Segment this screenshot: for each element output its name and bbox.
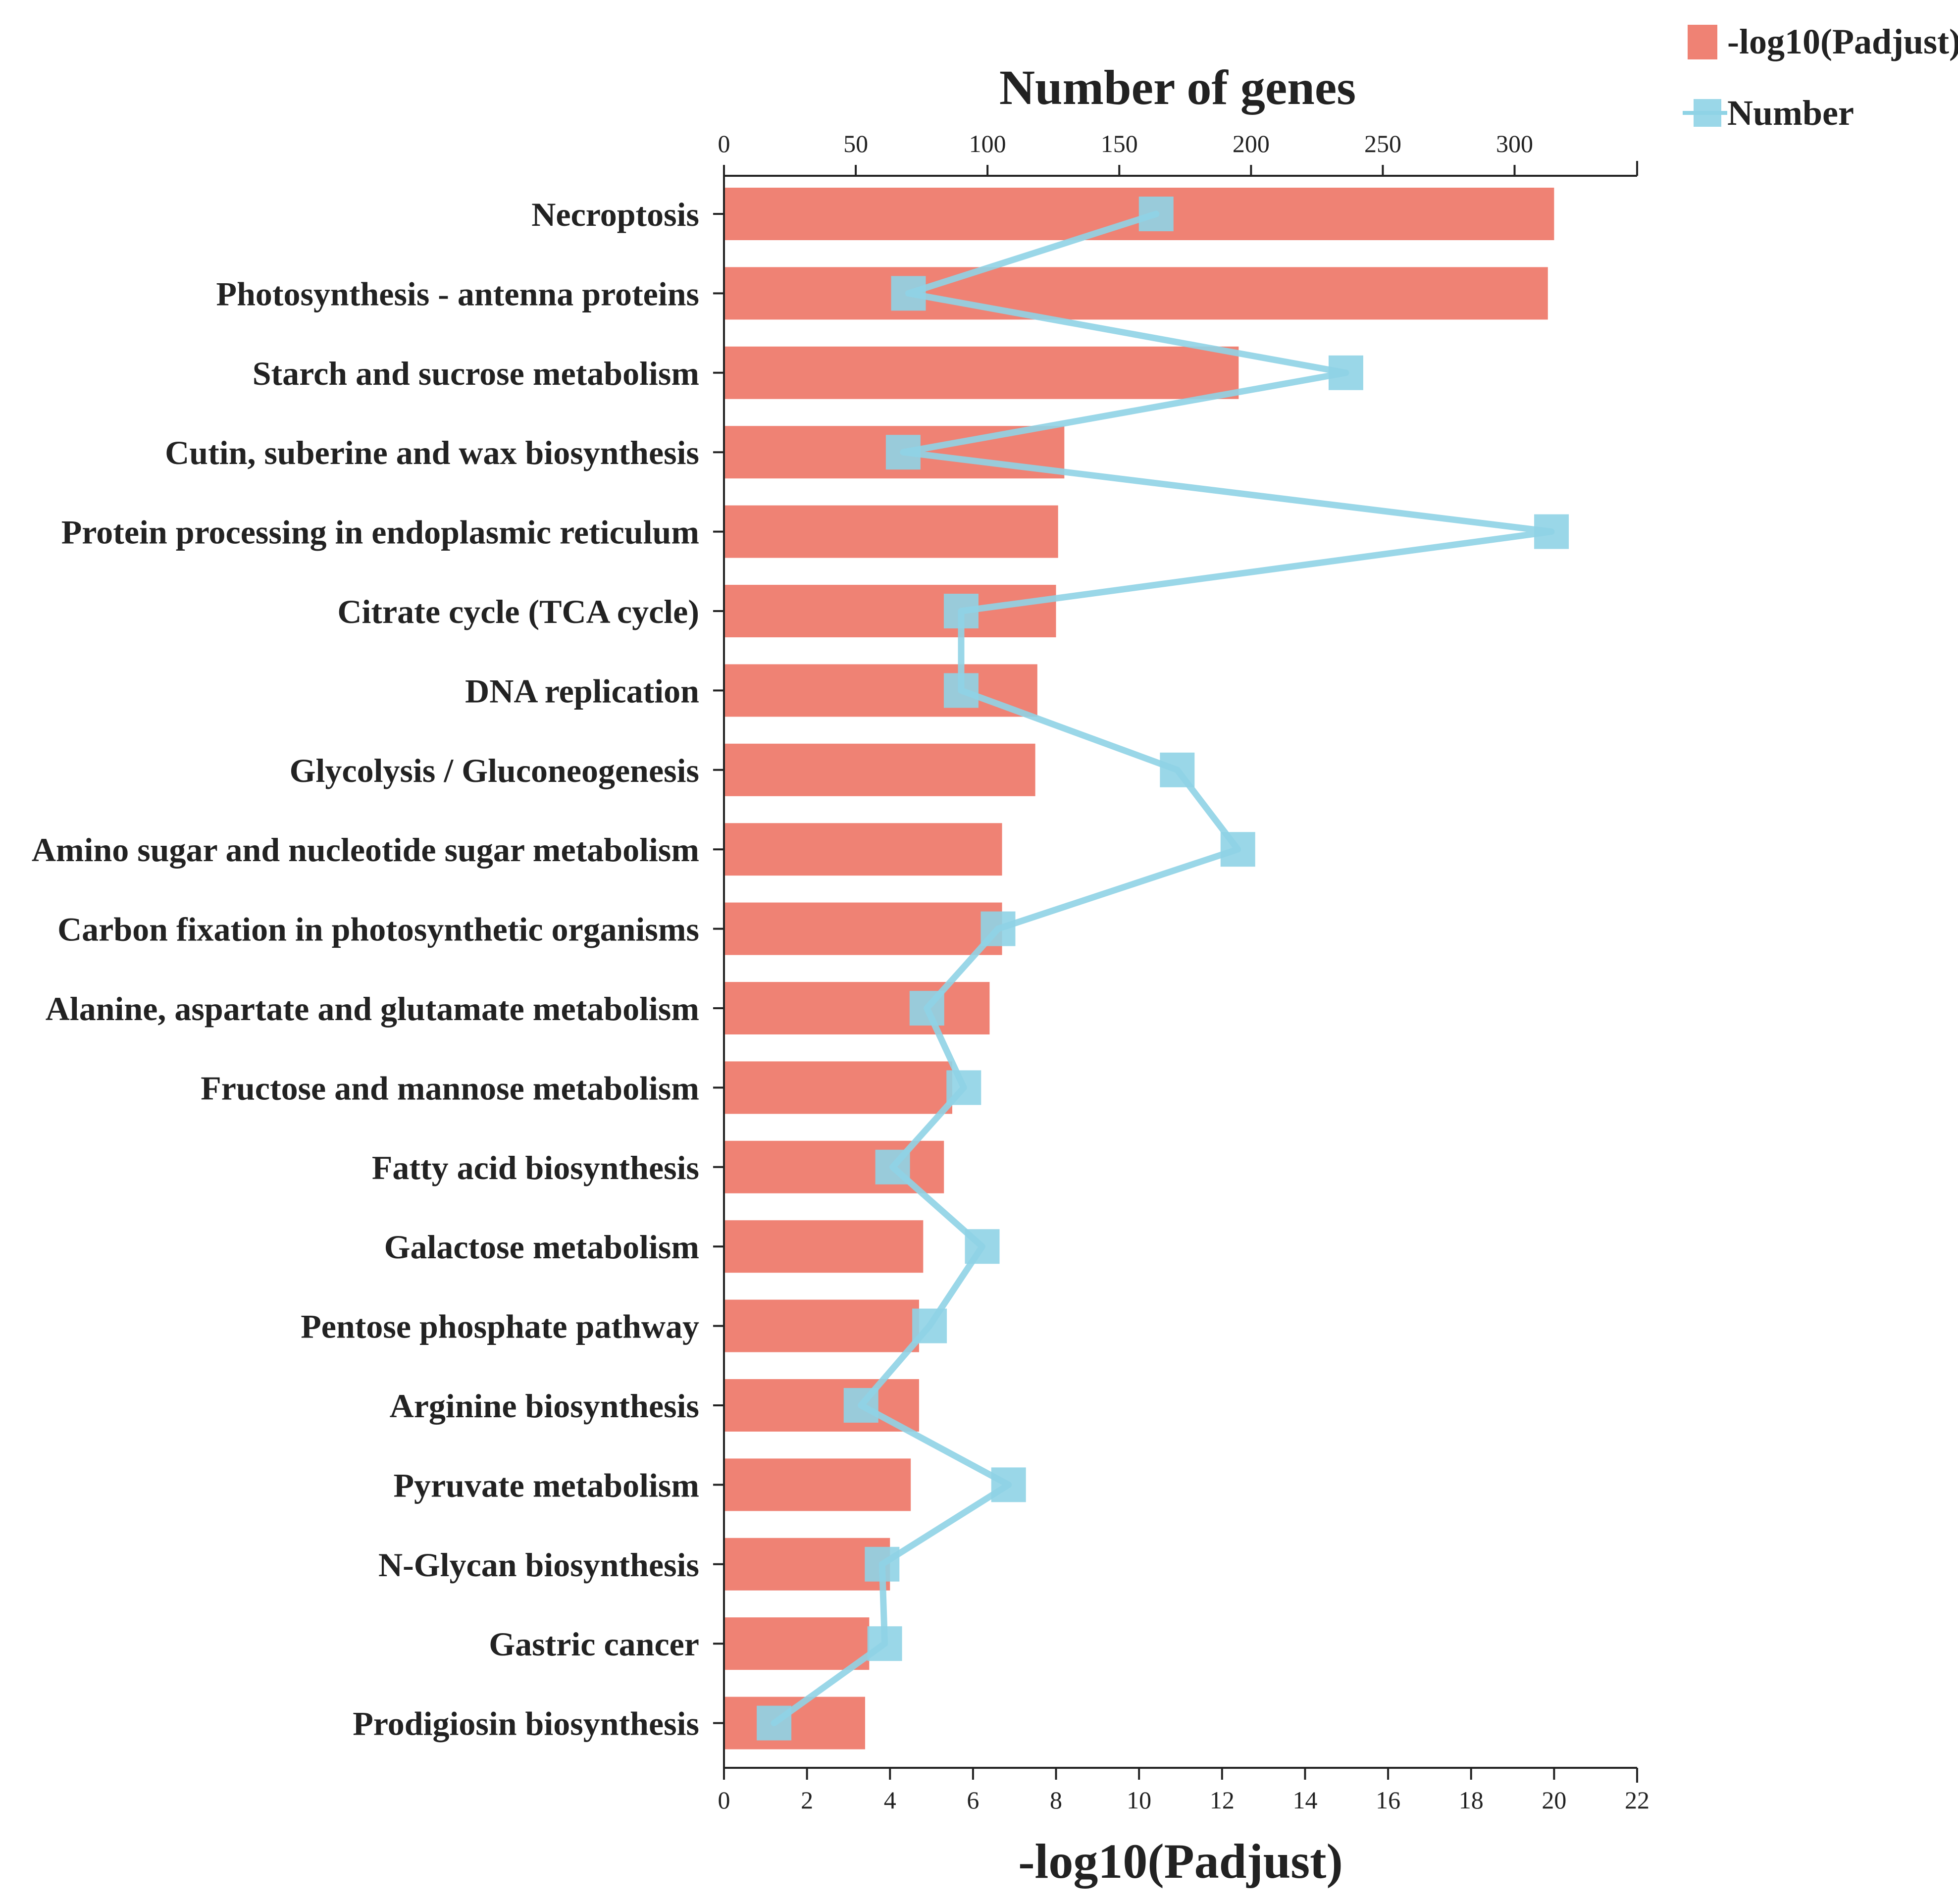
- number-point-marker: [757, 1705, 792, 1741]
- bottom-tick-label: 10: [1127, 1786, 1151, 1814]
- bottom-tick-label: 16: [1376, 1786, 1400, 1814]
- bar: [724, 1061, 952, 1114]
- axes-layer: 0 2 4 6 8 10 12 14 16 18 20 22 -log10(Padjust) 0 50 100…: [713, 60, 1649, 1889]
- number-point-marker: [912, 1308, 947, 1343]
- bottom-tick-label: 6: [967, 1786, 979, 1814]
- number-point-marker: [980, 911, 1016, 946]
- top-tick-label: 200: [1233, 130, 1270, 157]
- number-point-marker: [1160, 752, 1195, 787]
- category-label: Fructose and mannose metabolism: [201, 1069, 699, 1107]
- number-point-marker: [1138, 197, 1174, 231]
- legend-label-padjust: -log10(Padjust): [1727, 22, 1958, 61]
- number-point-marker: [885, 435, 921, 470]
- number-series-line: [771, 210, 1555, 1727]
- number-point-marker: [943, 673, 979, 708]
- top-tick-label: 300: [1496, 130, 1533, 157]
- number-point-marker: [909, 991, 944, 1026]
- category-labels-layer: Necroptosis Photosynthesis - antenna prot…: [32, 196, 699, 1743]
- category-label: Fatty acid biosynthesis: [372, 1149, 699, 1186]
- legend-label-number: Number: [1727, 93, 1854, 133]
- bars-layer: [724, 188, 1554, 1750]
- number-point-marker: [1328, 355, 1363, 390]
- category-label: Protein processing in endoplasmic reticu…: [61, 514, 699, 551]
- legend-swatch-padjust: [1688, 25, 1717, 59]
- bottom-tick-label: 14: [1292, 1786, 1317, 1814]
- bottom-tick-label: 8: [1050, 1786, 1062, 1814]
- category-label: Photosynthesis - antenna proteins: [216, 275, 699, 312]
- category-label: Galactose metabolism: [384, 1228, 699, 1266]
- category-label: Necroptosis: [531, 196, 699, 233]
- bottom-tick-label: 4: [884, 1786, 896, 1814]
- bar: [724, 823, 1002, 876]
- bar: [724, 902, 1002, 955]
- bar: [724, 1617, 870, 1670]
- bottom-tick-label: 0: [718, 1786, 730, 1814]
- bar: [724, 1538, 890, 1591]
- bottom-tick-label: 18: [1459, 1786, 1484, 1814]
- bottom-tick-label: 12: [1210, 1786, 1235, 1814]
- bar: [724, 585, 1056, 637]
- category-label: Glycolysis / Gluconeogenesis: [290, 752, 699, 789]
- category-label: Alanine, aspartate and glutamate metabol…: [46, 990, 699, 1028]
- bar: [724, 664, 1037, 717]
- number-point-marker: [946, 1070, 981, 1105]
- bottom-tick-label: 20: [1542, 1786, 1566, 1814]
- number-point-marker: [1534, 514, 1569, 549]
- bar: [724, 1458, 911, 1511]
- legend: -log10(Padjust) Number: [1683, 22, 1958, 133]
- line-layer: [757, 197, 1569, 1741]
- number-point-marker: [965, 1229, 1000, 1264]
- top-tick-label: 50: [843, 130, 868, 157]
- category-label: Cutin, suberine and wax biosynthesis: [165, 434, 699, 471]
- category-label: Carbon fixation in photosynthetic organi…: [57, 911, 699, 948]
- bottom-tick-label: 22: [1625, 1786, 1649, 1814]
- category-label: Starch and sucrose metabolism: [253, 355, 699, 392]
- bar: [724, 982, 990, 1034]
- top-tick-label: 100: [969, 130, 1006, 157]
- category-label: Prodigiosin biosynthesis: [353, 1705, 699, 1743]
- number-point-marker: [943, 594, 979, 628]
- bottom-axis-title: -log10(Padjust): [1018, 1834, 1343, 1889]
- bar: [724, 1220, 924, 1273]
- top-tick-label: 0: [718, 130, 730, 157]
- bottom-tick-label: 2: [801, 1786, 813, 1814]
- bar: [724, 1379, 919, 1432]
- category-label: Pentose phosphate pathway: [301, 1308, 699, 1345]
- category-label: Amino sugar and nucleotide sugar metabol…: [32, 831, 699, 869]
- top-tick-label: 250: [1364, 130, 1401, 157]
- number-point-marker: [891, 276, 926, 311]
- number-point-marker: [991, 1467, 1026, 1502]
- category-label: Pyruvate metabolism: [393, 1466, 699, 1504]
- bar: [724, 346, 1239, 399]
- legend-marker-number: [1694, 99, 1721, 127]
- number-point-marker: [867, 1626, 902, 1661]
- number-point-marker: [865, 1546, 900, 1582]
- top-tick-label: 150: [1101, 130, 1138, 157]
- category-label: DNA replication: [465, 672, 699, 710]
- number-point-marker: [1220, 832, 1255, 867]
- top-axis-title: Number of genes: [999, 60, 1356, 115]
- category-label: Citrate cycle (TCA cycle): [337, 593, 699, 630]
- bar: [724, 505, 1058, 558]
- bar: [724, 1299, 919, 1352]
- bar: [724, 743, 1035, 796]
- number-point-marker: [875, 1149, 910, 1184]
- number-point-marker: [843, 1388, 878, 1423]
- bar: [724, 267, 1548, 320]
- category-label: Gastric cancer: [489, 1625, 699, 1663]
- category-label: N-Glycan biosynthesis: [378, 1546, 699, 1584]
- category-label: Arginine biosynthesis: [390, 1387, 699, 1425]
